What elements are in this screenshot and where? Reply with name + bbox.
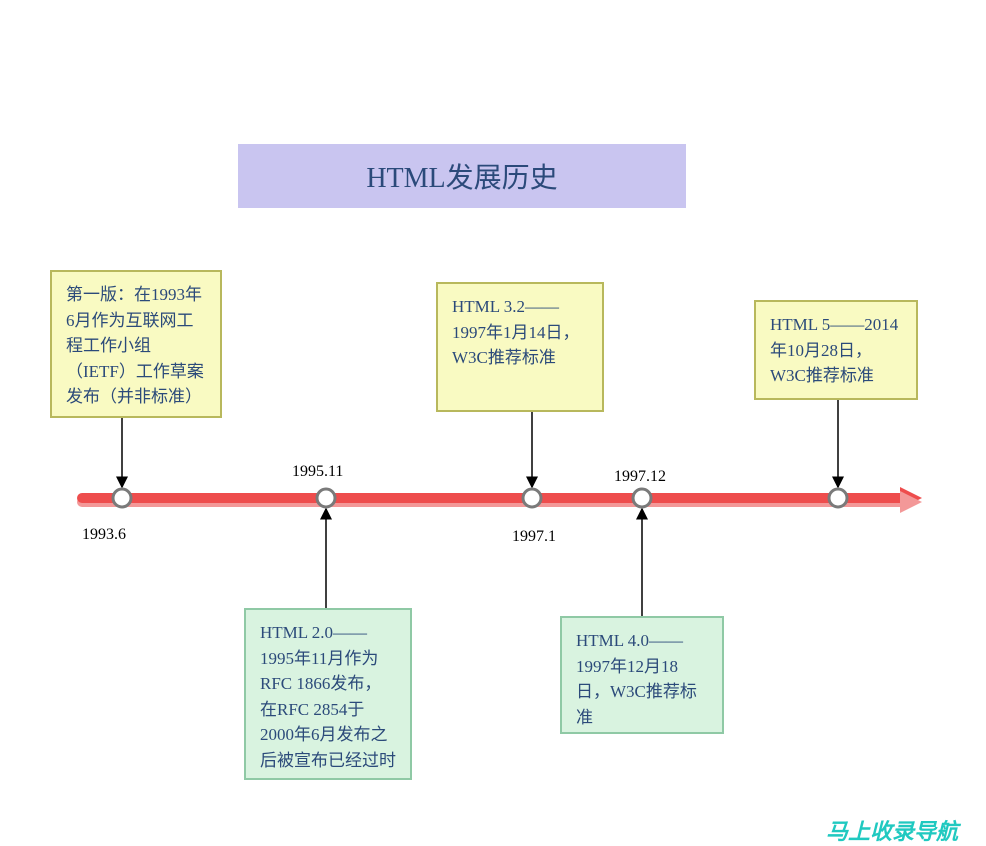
marker-ev1993	[113, 489, 131, 507]
date-ev1997b: 1997.12	[614, 468, 666, 486]
diagram-canvas: HTML发展历史第一版：在1993年6月作为互联网工程工作小组（IETF）工作草…	[0, 0, 986, 841]
watermark: 马上收录导航	[826, 814, 958, 846]
marker-ev1997b	[633, 489, 651, 507]
event-box-ev1995: HTML 2.0——1995年11月作为RFC 1866发布，在RFC 2854…	[244, 608, 412, 780]
marker-ev1997a	[523, 489, 541, 507]
date-ev1997a: 1997.1	[512, 528, 556, 546]
marker-ev2014	[829, 489, 847, 507]
event-box-ev2014: HTML 5——2014年10月28日，W3C推荐标准	[754, 300, 918, 400]
event-box-ev1997b: HTML 4.0——1997年12月18日，W3C推荐标准	[560, 616, 724, 734]
event-box-ev1997a: HTML 3.2——1997年1月14日，W3C推荐标准	[436, 282, 604, 412]
date-ev1995: 1995.11	[292, 463, 343, 481]
event-box-ev1993: 第一版：在1993年6月作为互联网工程工作小组（IETF）工作草案发布（并非标准…	[50, 270, 222, 418]
timeline-svg	[0, 0, 986, 841]
date-ev1993: 1993.6	[82, 526, 126, 544]
marker-ev1995	[317, 489, 335, 507]
